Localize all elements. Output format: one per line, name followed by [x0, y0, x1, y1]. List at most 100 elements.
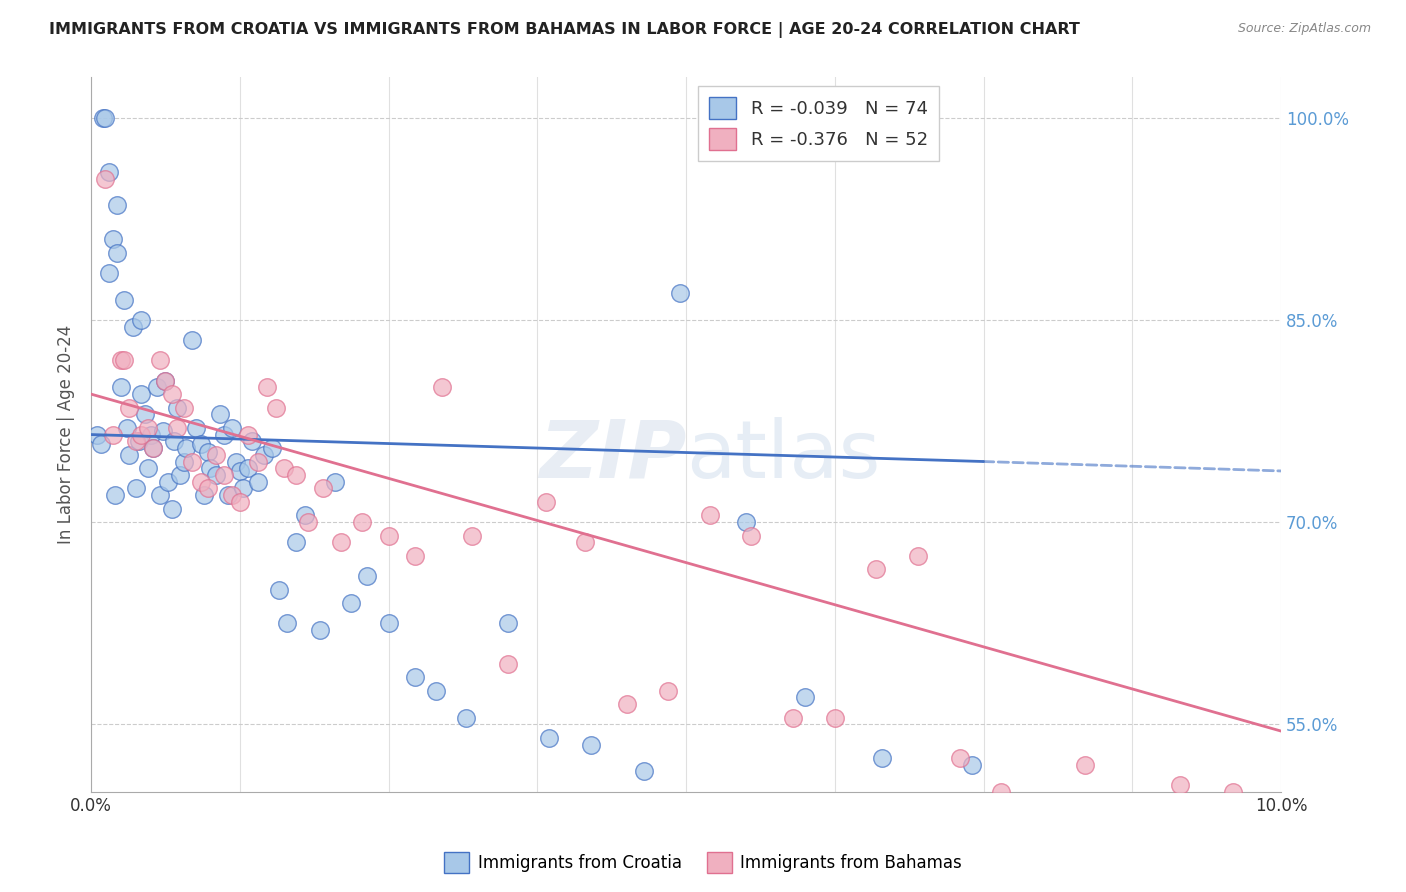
Point	[129, 387, 152, 401]
Point	[1168, 778, 1191, 792]
Point	[157, 475, 180, 489]
Point	[166, 401, 188, 415]
Point	[94, 171, 117, 186]
Text: atlas: atlas	[686, 417, 880, 495]
Point	[136, 461, 159, 475]
Point	[149, 353, 172, 368]
Point	[101, 232, 124, 246]
Point	[425, 683, 447, 698]
Point	[134, 408, 156, 422]
Point	[240, 434, 263, 449]
Point	[173, 454, 195, 468]
Point	[160, 501, 183, 516]
Point	[118, 448, 141, 462]
Point	[454, 710, 477, 724]
Point	[782, 710, 804, 724]
Point	[110, 353, 132, 368]
Point	[105, 198, 128, 212]
Point	[284, 535, 307, 549]
Point	[105, 245, 128, 260]
Point	[166, 421, 188, 435]
Point	[734, 515, 756, 529]
Point	[176, 441, 198, 455]
Point	[1222, 785, 1244, 799]
Point	[260, 441, 283, 455]
Point	[197, 445, 219, 459]
Point	[139, 427, 162, 442]
Legend: R = -0.039   N = 74, R = -0.376   N = 52: R = -0.039 N = 74, R = -0.376 N = 52	[699, 87, 939, 161]
Text: IMMIGRANTS FROM CROATIA VS IMMIGRANTS FROM BAHAMAS IN LABOR FORCE | AGE 20-24 CO: IMMIGRANTS FROM CROATIA VS IMMIGRANTS FR…	[49, 22, 1080, 38]
Point	[740, 528, 762, 542]
Point	[197, 482, 219, 496]
Point	[169, 468, 191, 483]
Point	[129, 427, 152, 442]
Point	[496, 616, 519, 631]
Point	[198, 461, 221, 475]
Point	[110, 380, 132, 394]
Point	[221, 421, 243, 435]
Point	[907, 549, 929, 563]
Point	[297, 515, 319, 529]
Point	[153, 374, 176, 388]
Point	[238, 427, 260, 442]
Point	[430, 380, 453, 394]
Point	[574, 535, 596, 549]
Text: Source: ZipAtlas.com: Source: ZipAtlas.com	[1237, 22, 1371, 36]
Point	[238, 461, 260, 475]
Point	[256, 380, 278, 394]
Point	[276, 616, 298, 631]
Point	[152, 424, 174, 438]
Point	[98, 266, 121, 280]
Point	[356, 569, 378, 583]
Point	[121, 319, 143, 334]
Point	[949, 751, 972, 765]
Point	[181, 333, 204, 347]
Point	[579, 738, 602, 752]
Point	[824, 710, 846, 724]
Point	[404, 670, 426, 684]
Point	[264, 401, 287, 415]
Point	[273, 461, 295, 475]
Point	[461, 528, 484, 542]
Point	[114, 353, 136, 368]
Point	[669, 286, 692, 301]
Point	[794, 690, 817, 705]
Point	[865, 562, 887, 576]
Point	[352, 515, 374, 529]
Point	[145, 380, 167, 394]
Point	[193, 488, 215, 502]
Point	[339, 596, 361, 610]
Point	[214, 427, 236, 442]
Point	[990, 785, 1012, 799]
Point	[221, 488, 243, 502]
Point	[246, 475, 269, 489]
Point	[86, 427, 108, 442]
Point	[104, 488, 127, 502]
Point	[90, 437, 112, 451]
Point	[163, 434, 186, 449]
Point	[534, 495, 557, 509]
Point	[284, 468, 307, 483]
Point	[101, 427, 124, 442]
Point	[377, 528, 399, 542]
Point	[98, 165, 121, 179]
Y-axis label: In Labor Force | Age 20-24: In Labor Force | Age 20-24	[58, 325, 75, 544]
Point	[496, 657, 519, 671]
Point	[205, 468, 228, 483]
Point	[960, 757, 983, 772]
Point	[657, 683, 679, 698]
Point	[229, 495, 252, 509]
Point	[91, 111, 114, 125]
Point	[153, 374, 176, 388]
Point	[160, 387, 183, 401]
Point	[190, 475, 212, 489]
Point	[118, 401, 141, 415]
Point	[1073, 757, 1095, 772]
Point	[330, 535, 353, 549]
Point	[253, 448, 276, 462]
Point	[699, 508, 721, 523]
Legend: Immigrants from Croatia, Immigrants from Bahamas: Immigrants from Croatia, Immigrants from…	[437, 846, 969, 880]
Point	[115, 421, 138, 435]
Point	[149, 488, 172, 502]
Point	[872, 751, 894, 765]
